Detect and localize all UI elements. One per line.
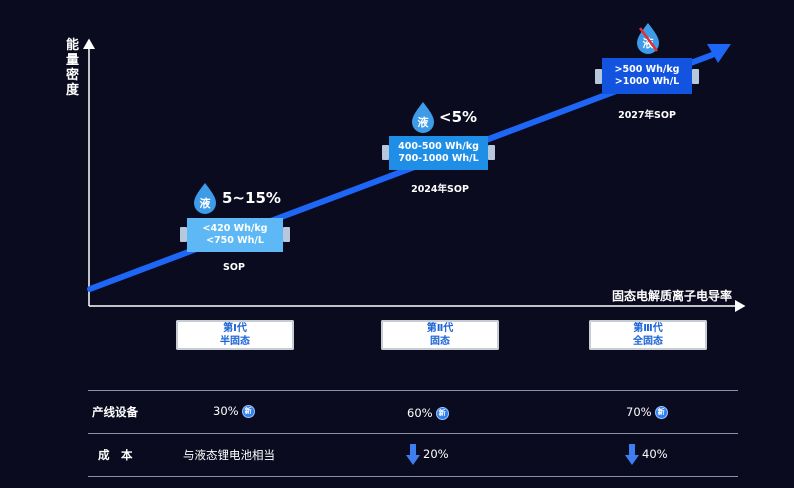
liquid-ratio-label: 5~15% <box>222 189 281 207</box>
table-divider <box>88 433 738 434</box>
down-arrow-icon <box>406 444 420 465</box>
liquid-drop-label: 液 <box>200 196 212 210</box>
energy-density-spec: <420 Wh/kg <box>202 223 268 234</box>
cell-value: 20% <box>423 447 449 461</box>
generation-tag-2: 第Ⅱ代 固态 <box>381 320 499 350</box>
generation-type: 固态 <box>430 336 450 347</box>
battery-terminal <box>283 227 290 242</box>
row-label-equipment: 产线设备 <box>92 405 138 419</box>
new-badge-icon: 新 <box>654 405 668 419</box>
battery-terminal <box>382 145 389 160</box>
down-arrow-icon <box>625 444 639 465</box>
cell-value: 30% <box>213 404 239 418</box>
energy-density-spec: 400-500 Wh/kg <box>398 141 479 152</box>
generation-tag-1: 第Ⅰ代 半固态 <box>176 320 294 350</box>
new-badge-icon: 新 <box>435 406 449 420</box>
sop-label: 2027年SOP <box>618 110 676 121</box>
liquid-ratio-label: <5% <box>439 108 478 126</box>
sop-label: SOP <box>223 262 245 273</box>
forbidden-slash <box>638 27 659 52</box>
battery-terminal <box>180 227 187 242</box>
liquid-drop-label: 液 <box>643 36 655 50</box>
battery-spec-card: <420 Wh/kg <750 Wh/L <box>187 218 283 252</box>
cell-value: 70% <box>626 405 652 419</box>
generation-name: 第Ⅱ代 <box>426 323 454 334</box>
generation-tag-3: 第Ⅲ代 全固态 <box>589 320 707 350</box>
battery-spec-card: >500 Wh/kg >1000 Wh/L <box>602 58 692 94</box>
y-axis-label: 能量密度 <box>66 38 80 98</box>
cell-value: 与液态锂电池相当 <box>183 448 275 462</box>
table-cell: 60% 新 <box>407 406 449 420</box>
new-badge-icon: 新 <box>241 404 255 418</box>
generation-name: 第Ⅰ代 <box>223 323 247 334</box>
no-liquid-icon: 液 <box>637 23 659 54</box>
sop-label: 2024年SOP <box>411 184 469 195</box>
cell-value: 40% <box>642 447 668 461</box>
generation-type: 半固态 <box>220 336 250 347</box>
volumetric-density-spec: >1000 Wh/L <box>614 76 680 87</box>
table-divider <box>88 390 738 391</box>
generation-type: 全固态 <box>633 336 663 347</box>
cell-value: 60% <box>407 406 433 420</box>
table-cell: 30% 新 <box>213 404 255 418</box>
table-cell: 20% <box>423 447 449 461</box>
x-axis-label: 固态电解质离子电导率 <box>612 289 733 303</box>
liquid-drop-label: 液 <box>418 115 430 129</box>
table-cell: 40% <box>642 447 668 461</box>
volumetric-density-spec: <750 Wh/L <box>206 235 264 246</box>
table-divider <box>88 476 738 477</box>
table-cell: 与液态锂电池相当 <box>183 447 275 463</box>
volumetric-density-spec: 700-1000 Wh/L <box>398 153 479 164</box>
battery-terminal <box>692 69 699 84</box>
row-label-cost: 成 本 <box>98 448 133 462</box>
energy-density-spec: >500 Wh/kg <box>614 64 680 75</box>
generation-name: 第Ⅲ代 <box>633 323 663 334</box>
battery-spec-card: 400-500 Wh/kg 700-1000 Wh/L <box>389 136 488 170</box>
table-cell: 70% 新 <box>626 405 668 419</box>
trend-arrowhead <box>707 44 731 63</box>
battery-terminal <box>488 145 495 160</box>
liquid-drop-icon: 液 <box>194 183 216 214</box>
battery-terminal <box>595 69 602 84</box>
liquid-drop-icon: 液 <box>412 102 434 133</box>
